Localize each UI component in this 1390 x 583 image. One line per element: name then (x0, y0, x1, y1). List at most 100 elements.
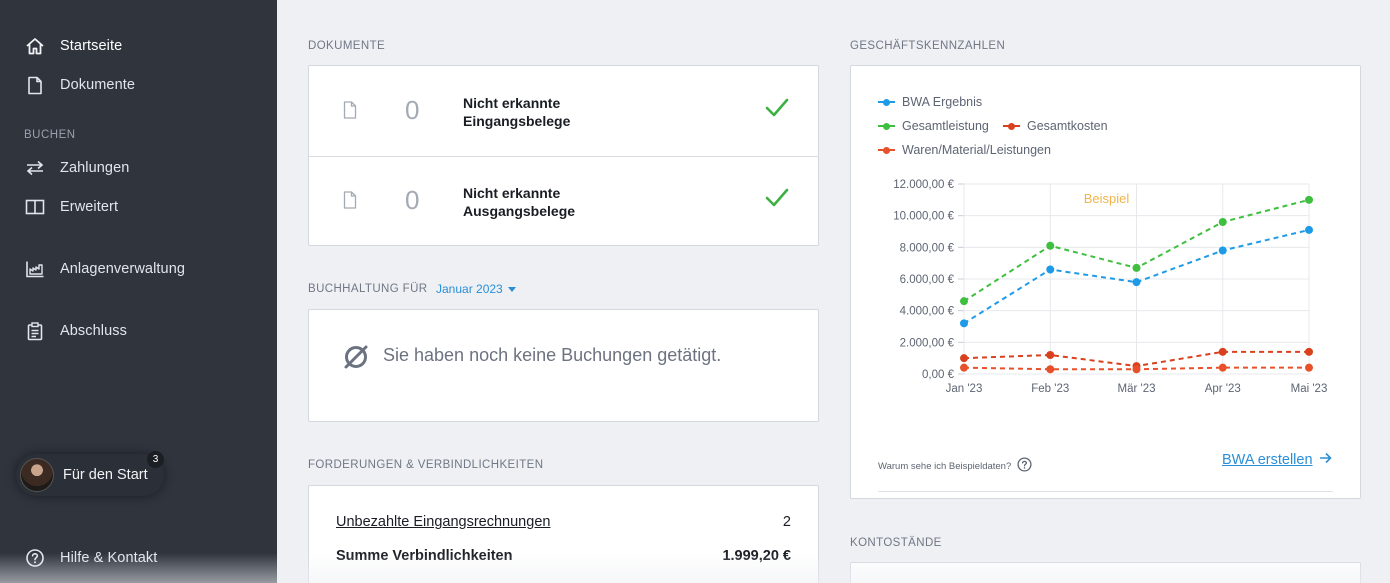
getting-started-button[interactable]: Für den Start (16, 454, 164, 496)
month-dropdown[interactable]: Januar 2023 (436, 282, 516, 296)
data-point (1218, 347, 1227, 356)
sidebar-item-label: Startseite (60, 38, 123, 54)
data-point (1046, 241, 1055, 250)
legend-marker (1003, 122, 1020, 130)
legend-marker (878, 146, 895, 154)
bookkeeping-section-title: BUCHHALTUNG FÜR (308, 283, 428, 295)
data-point (1218, 218, 1227, 226)
x-tick-label: Jan '23 (946, 383, 983, 395)
home-icon (24, 35, 46, 57)
data-point (1046, 265, 1055, 274)
document-row-incoming[interactable]: 0 Nicht erkannte Eingangsbelege (309, 66, 818, 156)
data-point (960, 297, 968, 306)
data-point (960, 354, 968, 363)
legend-label: BWA Ergebnis (902, 95, 983, 109)
sidebar-item-payments[interactable]: Zahlungen (24, 156, 129, 180)
unpaid-invoices-count: 2 (782, 514, 791, 530)
x-tick-label: Mär '23 (1118, 383, 1156, 395)
legend-item[interactable]: Waren/Material/Leistungen (878, 143, 1051, 157)
question-circle-icon[interactable] (1017, 457, 1032, 475)
legend-item[interactable]: Gesamtkosten (1003, 119, 1108, 133)
notification-badge: 3 (147, 451, 164, 468)
data-point (1218, 246, 1227, 255)
file-icon (343, 191, 357, 214)
check-icon (765, 98, 789, 123)
y-tick-label: 8.000,00 € (900, 242, 955, 254)
book-icon (24, 196, 46, 218)
legend-label: Gesamtleistung (902, 119, 989, 133)
document-count: 0 (405, 185, 420, 215)
caret-down-icon (507, 286, 516, 292)
file-icon (343, 101, 357, 124)
sidebar-item-label: Dokumente (60, 77, 136, 93)
data-point (1218, 363, 1227, 372)
empty-set-icon (341, 342, 371, 377)
y-tick-label: 10.000,00 € (893, 211, 954, 223)
sidebar-item-documents[interactable]: Dokumente (24, 73, 135, 97)
y-tick-label: 12.000,00 € (893, 179, 954, 191)
data-point (960, 363, 968, 372)
swap-arrows-icon (24, 157, 46, 179)
document-row-outgoing[interactable]: 0 Nicht erkannte Ausgangsbelege (309, 156, 818, 246)
create-bwa-label: BWA erstellen (1222, 452, 1313, 468)
sidebar-item-assets[interactable]: Anlagenverwaltung (24, 257, 185, 281)
document-count: 0 (405, 95, 420, 125)
divider (878, 491, 1333, 492)
legend-item[interactable]: Gesamtleistung (878, 119, 989, 133)
liabilities-sum-value: 1.999,20 € (722, 548, 791, 564)
sidebar-item-label: Zahlungen (60, 160, 130, 176)
sidebar-item-help[interactable]: Hilfe & Kontakt (24, 546, 157, 570)
sidebar-item-label: Abschluss (60, 323, 127, 339)
x-tick-label: Apr '23 (1205, 383, 1241, 395)
balances-section-title: KONTOSTÄNDE (850, 537, 942, 549)
example-data-hint-text: Warum sehe ich Beispieldaten? (878, 460, 1012, 472)
data-point (1305, 225, 1313, 234)
divider (309, 156, 818, 157)
receivables-card: Unbezahlte Eingangsrechnungen 2 Summe Ve… (308, 485, 819, 583)
data-point (1305, 195, 1313, 204)
y-tick-label: 0,00 € (922, 369, 955, 381)
kpi-section-title: GESCHÄFTSKENNZAHLEN (850, 40, 1006, 52)
legend-label: Waren/Material/Leistungen (902, 143, 1051, 157)
arrow-right-icon (1319, 452, 1332, 468)
series-line (963, 228, 1310, 325)
create-bwa-link[interactable]: BWA erstellen (1222, 452, 1332, 468)
data-point (1046, 365, 1055, 374)
kpi-line-chart: 0,00 € 2.000,00 € 4.000,00 € 6.000,00 € 8.00… (893, 179, 1328, 395)
sidebar-item-label: Anlagenverwaltung (60, 261, 186, 277)
sidebar-item-label: Erweitert (60, 199, 119, 215)
kpi-card: BWA Ergebnis Gesamtleistung Gesamtkosten… (850, 65, 1361, 499)
document-icon (24, 74, 46, 96)
liabilities-sum-label: Summe Verbindlichkeiten (336, 548, 513, 564)
bookkeeping-card: Sie haben noch keine Buchungen getätigt. (308, 309, 819, 422)
check-icon (765, 188, 789, 213)
documents-section-title: DOKUMENTE (308, 40, 386, 52)
sidebar-item-advanced[interactable]: Erweitert (24, 195, 118, 219)
data-point (960, 319, 968, 328)
month-dropdown-value: Januar 2023 (436, 282, 503, 296)
sidebar: Startseite Dokumente BUCHEN Zahlungen Er… (0, 0, 277, 583)
data-point (1305, 363, 1313, 372)
data-point (1132, 263, 1141, 272)
factory-chart-icon (24, 258, 46, 280)
data-point (1132, 278, 1141, 287)
sidebar-item-home[interactable]: Startseite (24, 34, 122, 58)
unpaid-invoices-link[interactable]: Unbezahlte Eingangsrechnungen (336, 514, 551, 530)
data-point (1046, 351, 1055, 359)
legend-label: Gesamtkosten (1027, 119, 1108, 133)
document-row-label: Nicht erkannte Eingangsbelege (463, 95, 571, 129)
getting-started-label: Für den Start (63, 467, 148, 483)
sidebar-item-closing[interactable]: Abschluss (24, 319, 127, 343)
document-row-label: Nicht erkannte Ausgangsbelege (463, 185, 576, 219)
legend-marker (878, 98, 895, 106)
receivables-section-title: FORDERUNGEN & VERBINDLICHKEITEN (308, 459, 544, 471)
y-tick-label: 4.000,00 € (900, 306, 955, 318)
balances-card (850, 562, 1361, 583)
sidebar-item-label: Hilfe & Kontakt (60, 550, 158, 566)
x-tick-label: Mai '23 (1291, 383, 1328, 395)
legend-item[interactable]: BWA Ergebnis (878, 95, 982, 109)
legend-marker (878, 122, 895, 130)
x-tick-label: Feb '23 (1031, 383, 1069, 395)
example-watermark: Beispiel (1084, 191, 1130, 206)
clipboard-icon (24, 320, 46, 342)
